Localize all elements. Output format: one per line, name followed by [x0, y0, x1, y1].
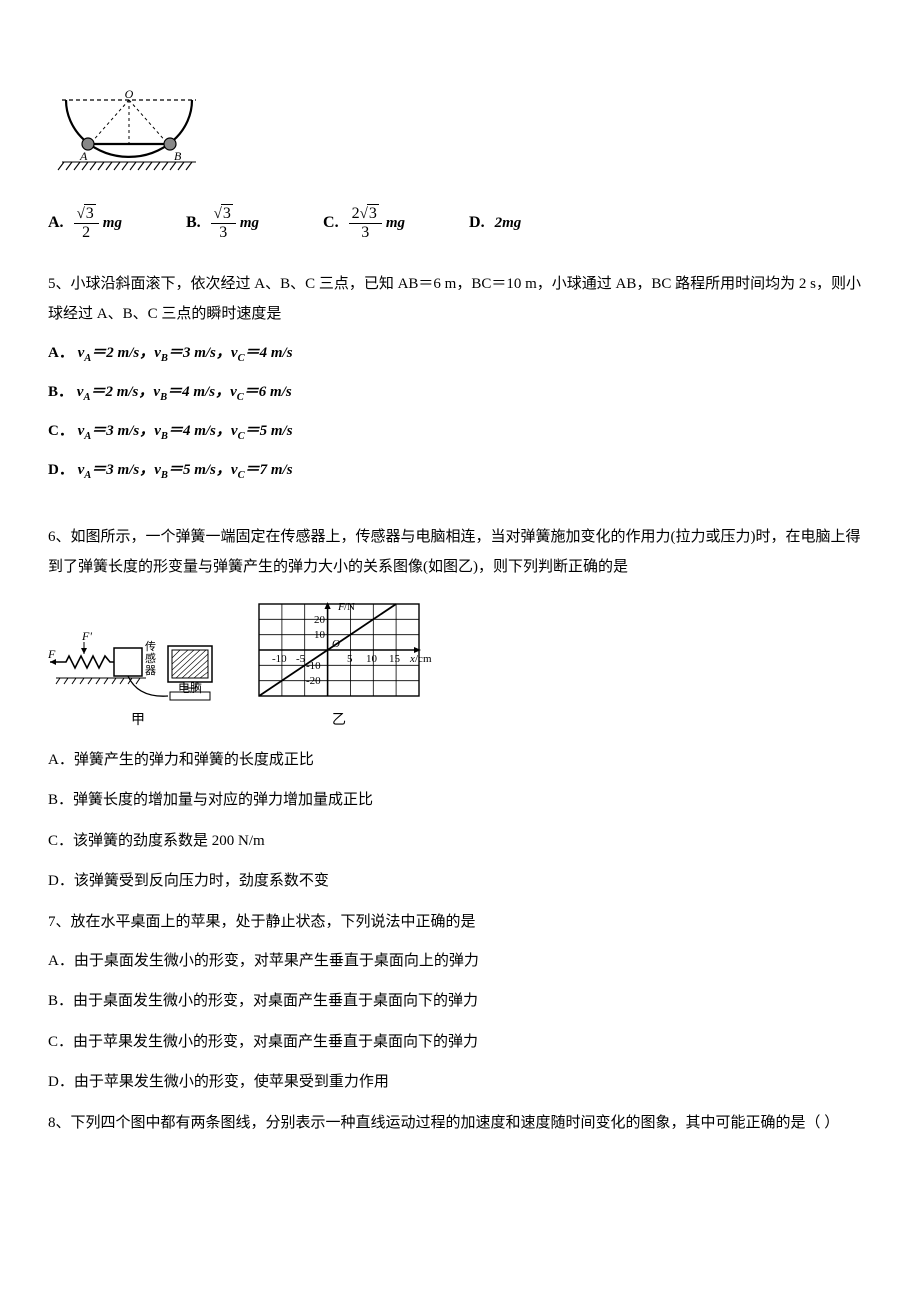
svg-text:B: B — [174, 149, 182, 163]
q7-choice-c: C．由于苹果发生微小的形变，对桌面产生垂直于桌面向下的弹力 — [48, 1027, 872, 1059]
svg-text:-10: -10 — [306, 660, 321, 672]
q4-opt-c-label: C. — [323, 210, 339, 236]
q6-fig-left: F F' 传感器 — [48, 616, 228, 732]
q4-option-c: C. 2√3 3 mg — [323, 204, 405, 241]
q6-graph-svg: F /N x /cm O 20 10 -10 -20 -10 -5 5 10 1… — [244, 596, 434, 706]
svg-text:-5: -5 — [296, 653, 306, 665]
q5-choice-b: B． vA＝2 m/s，vB＝4 m/s，vC＝6 m/s — [48, 380, 872, 407]
q5-lead: 5、小球沿斜面滚下，依次经过 A、B、C 三点，已知 AB＝6 m，BC＝10 … — [48, 269, 872, 329]
q6-fig-right-caption: 乙 — [332, 710, 346, 732]
computer-label: 电脑 — [178, 681, 202, 695]
q4-opt-c-frac: 2√3 3 — [349, 204, 382, 241]
bowl-svg: O A B — [54, 88, 204, 178]
q4-opt-d-label: D. — [469, 210, 485, 236]
q6-choice-a: A．弹簧产生的弹力和弹簧的长度成正比 — [48, 745, 872, 777]
q6-fig-right: F /N x /cm O 20 10 -10 -20 -10 -5 5 10 1… — [244, 596, 434, 732]
q6-left-svg: F F' 传感器 — [48, 616, 228, 706]
q7-choice-b: B．由于桌面发生微小的形变，对桌面产生垂直于桌面向下的弹力 — [48, 986, 872, 1018]
q4-opt-b-tail: mg — [240, 211, 259, 235]
q5-choice-d: D． vA＝3 m/s，vB＝5 m/s，vC＝7 m/s — [48, 458, 872, 485]
q4-options: A. √3 2 mg B. √3 3 mg C. 2√3 3 mg D. 2mg — [48, 204, 872, 241]
q5-choice-a: A． vA＝2 m/s，vB＝3 m/s，vC＝4 m/s — [48, 341, 872, 368]
svg-text:-20: -20 — [306, 675, 321, 687]
svg-text:/N: /N — [344, 601, 355, 613]
q4-opt-b-frac: √3 3 — [211, 204, 236, 241]
svg-text:F': F' — [81, 629, 92, 643]
q4-opt-b-label: B. — [186, 210, 201, 236]
svg-text:20: 20 — [314, 614, 326, 626]
svg-text:5: 5 — [347, 653, 353, 665]
q8-lead: 8、下列四个图中都有两条图线，分别表示一种直线运动过程的加速度和速度随时间变化的… — [48, 1108, 872, 1138]
q6-figures: F F' 传感器 — [48, 596, 872, 732]
svg-text:A: A — [79, 149, 88, 163]
svg-text:10: 10 — [314, 629, 326, 641]
q4-option-b: B. √3 3 mg — [186, 204, 259, 241]
svg-text:/cm: /cm — [415, 653, 432, 665]
q7-choice-d: D．由于苹果发生微小的形变，使苹果受到重力作用 — [48, 1067, 872, 1099]
q5-choice-c: C． vA＝3 m/s，vB＝4 m/s，vC＝5 m/s — [48, 419, 872, 446]
q6-choice-b: B．弹簧长度的增加量与对应的弹力增加量成正比 — [48, 785, 872, 817]
sensor-label: 传感器 — [145, 640, 156, 677]
q4-option-a: A. √3 2 mg — [48, 204, 122, 241]
q6-lead: 6、如图所示，一个弹簧一端固定在传感器上，传感器与电脑相连，当对弹簧施加变化的作… — [48, 522, 872, 582]
q4-opt-d-tail: 2mg — [495, 211, 522, 235]
q5-choices: A． vA＝2 m/s，vB＝3 m/s，vC＝4 m/s B． vA＝2 m/… — [48, 341, 872, 484]
svg-text:10: 10 — [366, 653, 378, 665]
q4-figure: O A B — [54, 88, 872, 186]
q7-choice-a: A．由于桌面发生微小的形变，对苹果产生垂直于桌面向上的弹力 — [48, 946, 872, 978]
svg-text:-10: -10 — [272, 653, 287, 665]
q7-lead: 7、放在水平桌面上的苹果，处于静止状态，下列说法中正确的是 — [48, 907, 872, 937]
q6-fig-left-caption: 甲 — [131, 710, 145, 732]
q4-opt-a-frac: √3 2 — [74, 204, 99, 241]
q4-opt-a-label: A. — [48, 210, 64, 236]
q6-choice-c: C．该弹簧的劲度系数是 200 N/m — [48, 826, 872, 858]
svg-text:O: O — [332, 638, 340, 650]
q6-choice-d: D．该弹簧受到反向压力时，劲度系数不变 — [48, 866, 872, 898]
svg-text:O: O — [125, 88, 134, 101]
q4-opt-c-tail: mg — [386, 211, 405, 235]
q4-option-d: D. 2mg — [469, 204, 521, 241]
svg-text:15: 15 — [389, 653, 401, 665]
q4-opt-a-tail: mg — [103, 211, 122, 235]
svg-text:F: F — [48, 647, 56, 661]
